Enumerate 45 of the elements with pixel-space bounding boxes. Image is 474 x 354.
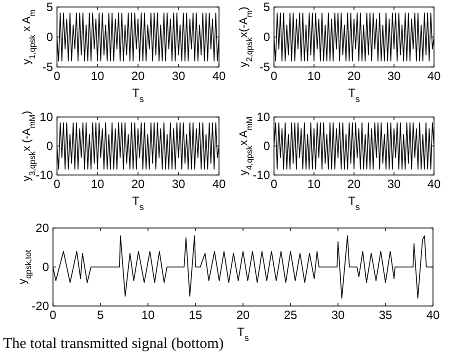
x-tick-label: 30 — [331, 308, 345, 322]
x-axis-title: T$_{s}$ — [348, 194, 360, 212]
y-tick-label: 0 — [263, 30, 270, 44]
y-tick-label: 0 — [46, 139, 54, 153]
x-tick-label: 20 — [236, 308, 250, 322]
y-tick-label: 5 — [263, 0, 270, 14]
x-tick-label: 10 — [90, 177, 104, 191]
x-tick-label: 10 — [141, 308, 155, 322]
x-axis-title: T$_{s}$ — [348, 86, 360, 104]
x-tick-label: 10 — [307, 177, 321, 191]
x-tick-label: 40 — [427, 69, 441, 83]
x-axis-title: T$_{s}$ — [237, 325, 250, 343]
x-tick-label: 20 — [131, 69, 145, 83]
y-tick-label: 0 — [263, 139, 270, 153]
y-tick-label: -20 — [32, 299, 50, 313]
x-tick-label: 35 — [378, 308, 392, 322]
x-tick-label: 5 — [97, 308, 104, 322]
text: The total transmitted signal (bottom) — [3, 336, 224, 352]
x-tick-label: 25 — [284, 308, 298, 322]
x-tick-label: 15 — [188, 308, 202, 322]
x-tick-label: 10 — [90, 69, 104, 83]
y-tick-label: -5 — [259, 60, 270, 74]
x-tick-label: 30 — [172, 69, 186, 83]
y-tick-label: 10 — [40, 110, 54, 124]
y-tick-label: 10 — [256, 110, 270, 124]
x-tick-label: 40 — [212, 69, 226, 83]
x-axis-title: T$_{s}$ — [132, 86, 144, 104]
x-tick-label: 20 — [347, 177, 361, 191]
y-tick-label: 0 — [42, 260, 50, 274]
y-tick-label: 20 — [36, 221, 50, 235]
x-tick-label: 30 — [387, 177, 401, 191]
x-axis-title: T$_{s}$ — [132, 194, 144, 212]
x-tick-label: 40 — [212, 177, 226, 191]
x-tick-label: 30 — [172, 177, 186, 191]
x-tick-label: 40 — [426, 308, 440, 322]
y-tick-label: 0 — [46, 30, 54, 44]
y-tick-label: -10 — [252, 168, 270, 182]
x-tick-label: 30 — [387, 69, 401, 83]
x-tick-label: 20 — [131, 177, 145, 191]
y-tick-label: 5 — [46, 0, 54, 14]
x-tick-label: 20 — [347, 69, 361, 83]
y-tick-label: -5 — [42, 60, 54, 74]
x-tick-label: 10 — [307, 69, 321, 83]
x-tick-label: 40 — [427, 177, 441, 191]
y-tick-label: -10 — [36, 168, 54, 182]
